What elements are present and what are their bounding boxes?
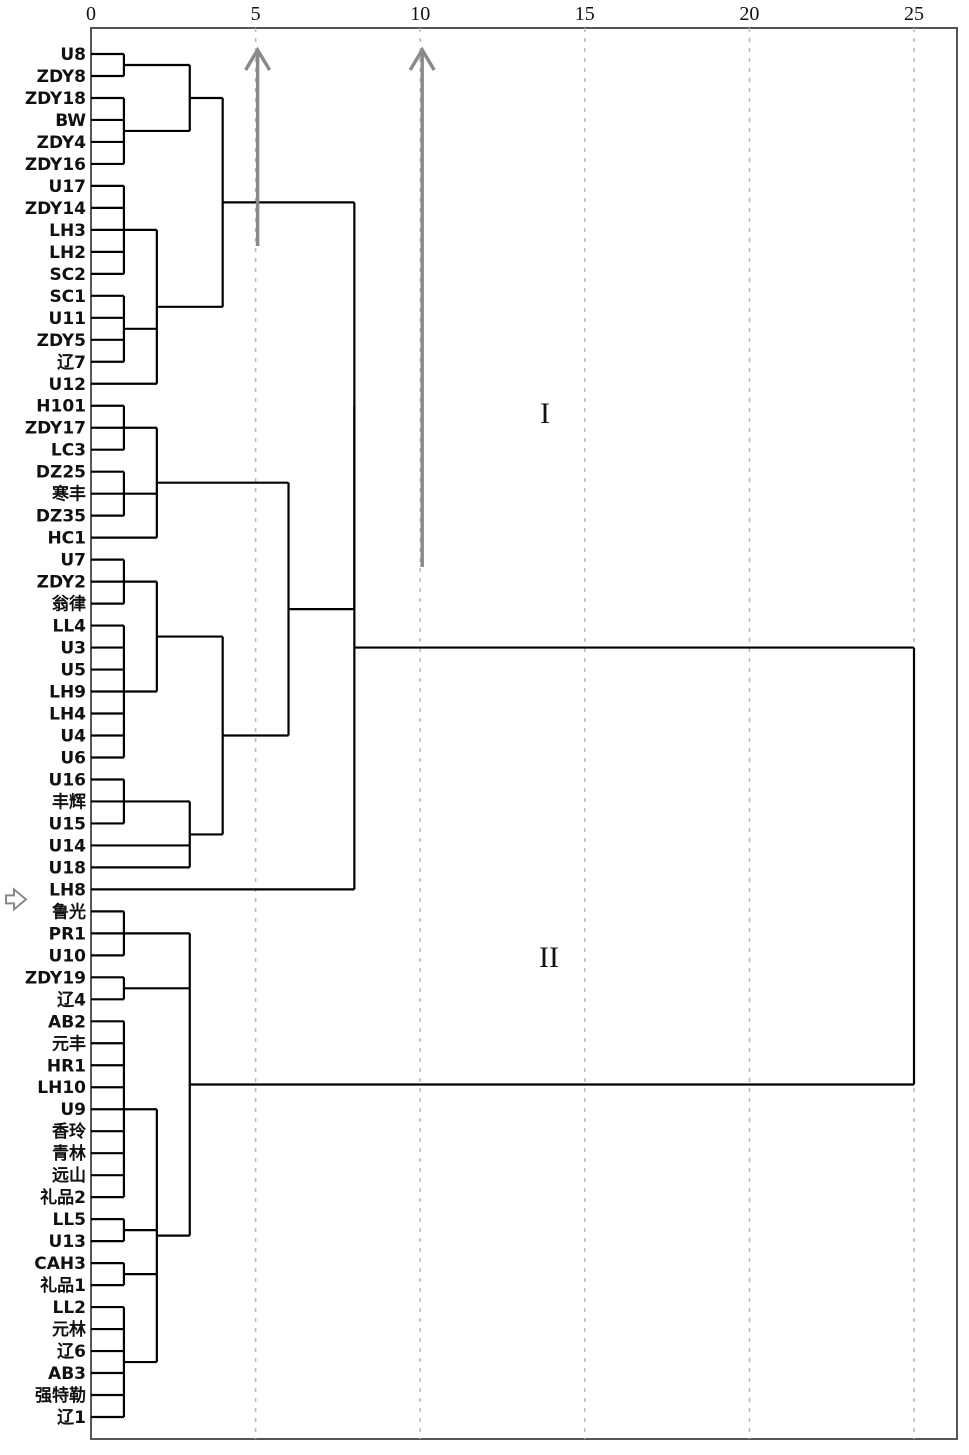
leaf-label: 辽7	[57, 353, 86, 373]
plot-frame	[90, 27, 958, 1440]
leaf-label: U17	[49, 177, 86, 197]
axis-ticks: 0 5 10 15 20 25	[86, 3, 924, 25]
arrow-head	[408, 46, 436, 71]
leaf-label: SC2	[49, 265, 86, 285]
leaf-label: 丰辉	[52, 791, 86, 812]
leaf-label: 辽6	[57, 1342, 86, 1362]
leaf-label: 鲁光	[52, 901, 86, 922]
leaf-label: LH10	[37, 1078, 86, 1098]
cluster-label-box	[510, 923, 584, 989]
leaf-label: 元丰	[52, 1033, 86, 1054]
leaf-label: LH9	[49, 683, 86, 703]
leaf-label: ZDY18	[25, 89, 86, 109]
x-tick-label: 25	[904, 3, 924, 25]
cluster-label: I	[540, 397, 550, 430]
leaf-label: ZDY8	[37, 67, 86, 87]
leaf-label: ZDY17	[25, 419, 86, 439]
x-tick-label: 20	[739, 3, 759, 25]
leaf-label: 强特勒	[35, 1385, 86, 1406]
leaf-label: U18	[49, 858, 86, 878]
leaf-label: 辽4	[57, 990, 86, 1010]
leaf-label: 辽1	[57, 1408, 86, 1428]
threshold-arrow	[244, 46, 272, 246]
leaf-label: ZDY4	[37, 133, 87, 153]
leaf-label: CAH3	[34, 1254, 86, 1274]
leaf-label: ZDY14	[25, 199, 86, 219]
leaf-label: U13	[49, 1232, 86, 1252]
leaf-labels: U8ZDY8ZDY18BWZDY4ZDY16U17ZDY14LH3LH2SC2S…	[25, 45, 87, 1428]
leaf-label: DZ25	[36, 463, 86, 483]
leaf-label: LH8	[49, 880, 86, 900]
leaf-label: ZDY2	[37, 573, 86, 593]
leaf-label: LL2	[53, 1298, 87, 1318]
leaf-label: LC3	[51, 441, 86, 461]
leaf-label: U6	[60, 748, 86, 768]
leaf-label: U10	[49, 946, 87, 966]
leaf-label: 礼品1	[40, 1275, 86, 1296]
leaf-label: HC1	[47, 529, 86, 549]
arrow-head	[244, 46, 272, 71]
leaf-label: 远山	[52, 1166, 86, 1186]
x-tick-label: 5	[251, 3, 261, 25]
cluster-label-box	[510, 378, 576, 446]
leaf-label: U11	[49, 309, 86, 329]
threshold-arrows	[244, 46, 436, 567]
leaf-label: BW	[55, 111, 86, 131]
leaf-label: 寒丰	[52, 484, 86, 505]
leaf-label: ZDY19	[25, 968, 86, 988]
dendrogram-tree	[91, 52, 916, 1419]
leaf-label: AB2	[48, 1012, 86, 1032]
leaf-label: LL5	[53, 1210, 87, 1230]
leaf-label: LH3	[49, 221, 86, 241]
x-tick-label: 15	[575, 3, 595, 25]
leaf-label: U15	[49, 814, 86, 834]
leaf-label: U5	[60, 661, 86, 681]
leaf-label: AB3	[48, 1364, 86, 1384]
leaf-label: U9	[60, 1100, 86, 1120]
leaf-label: 香玲	[52, 1121, 87, 1142]
cluster-label: II	[539, 941, 559, 974]
leaf-label: U7	[60, 551, 86, 571]
leaf-label: DZ35	[36, 507, 86, 527]
leaf-label: U12	[49, 375, 86, 395]
leaf-label: 翁律	[52, 594, 86, 615]
leaf-label: HR1	[47, 1056, 86, 1076]
leaf-label: U4	[60, 727, 86, 747]
leaf-label: LH4	[49, 705, 86, 725]
leaf-label: 青林	[52, 1143, 86, 1164]
leaf-label: SC1	[49, 287, 86, 307]
x-tick-label: 10	[410, 3, 430, 25]
marked-leaf-arrow-icon	[5, 887, 28, 912]
leaf-label: U8	[60, 45, 86, 65]
leaf-label: LL4	[53, 617, 87, 637]
leaf-label: U14	[49, 836, 87, 856]
leaf-label: U3	[60, 639, 86, 659]
leaf-label: PR1	[49, 924, 86, 944]
leaf-label: 礼品2	[40, 1187, 86, 1208]
leaf-label: ZDY16	[25, 155, 86, 175]
leaf-label: 元林	[52, 1319, 86, 1340]
leaf-label: LH2	[49, 243, 86, 263]
leaf-label: H101	[36, 397, 86, 417]
threshold-arrow	[408, 46, 436, 567]
leaf-label: U16	[49, 770, 86, 790]
cluster-annotations: III	[5, 378, 584, 989]
x-tick-label: 0	[86, 3, 96, 25]
leaf-label: ZDY5	[37, 331, 86, 351]
